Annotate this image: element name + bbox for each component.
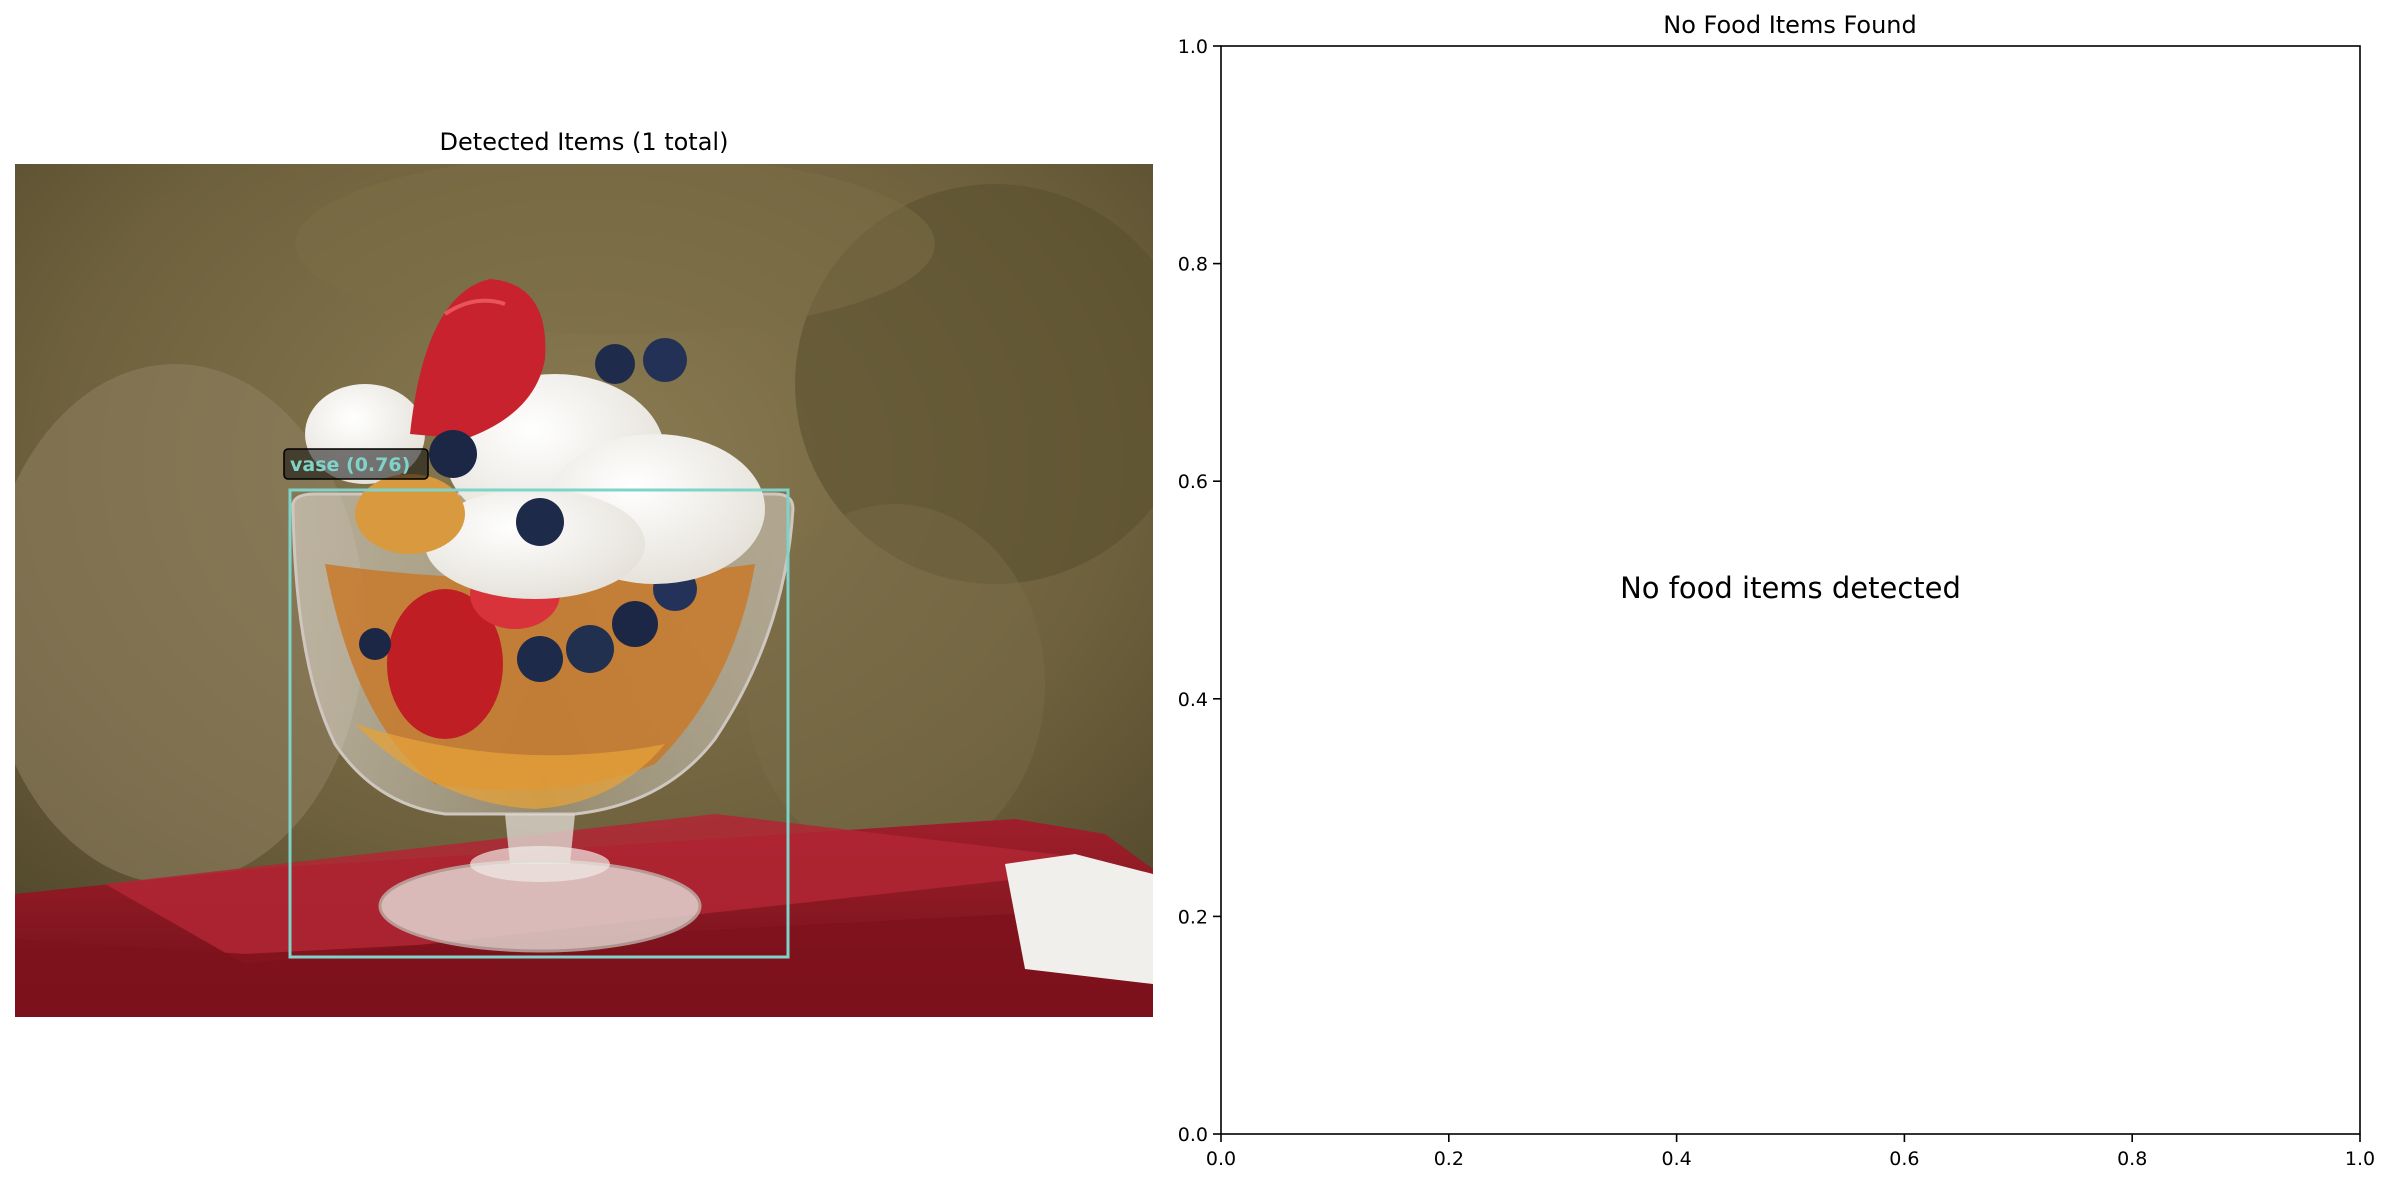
x-tick-label: 0.0 [1206,1148,1236,1170]
axes-frame [1220,45,2361,1135]
x-tick-label: 1.0 [2345,1148,2375,1170]
x-axis-ticks: 0.0 0.2 0.4 0.6 0.8 1.0 [1206,1134,2375,1170]
detection-bounding-box [288,488,790,959]
y-tick-label: 1.0 [1178,36,1208,58]
chart-title: No Food Items Found [1663,11,1917,39]
no-food-message: No food items detected [1620,571,1961,605]
y-tick-label: 0.4 [1178,689,1208,711]
y-tick-label: 0.0 [1178,1124,1208,1146]
detection-photo [15,164,1153,1017]
y-tick-label: 0.8 [1178,254,1208,276]
x-tick-label: 0.6 [1889,1148,1919,1170]
x-tick-label: 0.2 [1434,1148,1464,1170]
y-tick-label: 0.2 [1178,906,1208,928]
y-tick-label: 0.6 [1178,471,1208,493]
detection-label-background [283,448,429,480]
detection-label: vase (0.76) [283,448,429,480]
detection-label-text: vase (0.76) [290,454,410,476]
x-tick-label: 0.8 [2117,1148,2147,1170]
detection-panel-title: Detected Items (1 total) [439,128,729,156]
y-axis-ticks: 0.0 0.2 0.4 0.6 0.8 1.0 [1178,36,1221,1146]
x-tick-label: 0.4 [1661,1148,1691,1170]
